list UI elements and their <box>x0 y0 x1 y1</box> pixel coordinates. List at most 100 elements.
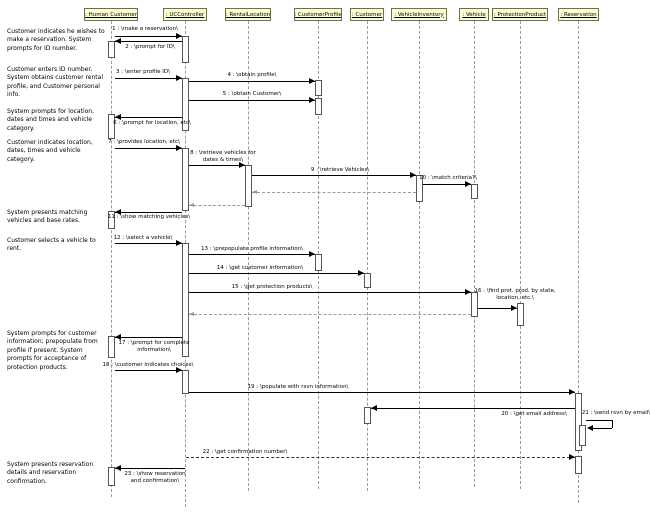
message-17-label: 17 : \prompt for complete information\ <box>118 340 190 353</box>
arrowhead-right-icon <box>176 75 182 81</box>
lifeline-label: : VehicleInventory <box>394 11 444 18</box>
message-2-line <box>115 41 182 42</box>
message-9-line <box>252 175 416 176</box>
activation <box>315 98 322 115</box>
activation <box>108 211 115 229</box>
arrowhead-right-icon <box>309 251 315 257</box>
message-1-line <box>115 36 182 37</box>
activation <box>108 467 115 486</box>
message-12-label: 12 : \select a vehicle\ <box>113 235 173 241</box>
message-15-label: 15 : \get protection products\ <box>231 284 313 290</box>
activation <box>182 148 189 211</box>
activation <box>108 41 115 58</box>
activation <box>471 292 478 317</box>
arrowhead-right-icon <box>569 454 575 460</box>
activation <box>364 273 371 288</box>
arrowhead-right-icon <box>309 78 315 84</box>
message-5-label: 5 : \obtain Customer\ <box>222 91 282 97</box>
message-15-line <box>189 292 471 293</box>
arrowhead-right-icon <box>239 162 245 168</box>
return-3-line <box>189 314 471 315</box>
activation <box>575 393 582 451</box>
arrowhead-right-icon <box>410 172 416 178</box>
lifeline-head-customer: : Customer <box>350 8 384 21</box>
arrowhead-right-icon <box>465 289 471 295</box>
lifeline-head-customerprofile: : CustomerProfile <box>294 8 342 21</box>
message-13-line <box>189 254 315 255</box>
lifeline-label: : CustomerProfile <box>294 11 342 18</box>
message-3-label: 3 : \enter profile ID\ <box>116 69 170 75</box>
message-23-label: 23 : \show reservation and confirmation\ <box>124 471 186 484</box>
message-11-label: 11 : \show matching vehicles\ <box>107 214 191 220</box>
lifeline-human-customer <box>111 21 112 497</box>
lifeline-vehicle <box>474 21 475 487</box>
return-arrowhead-icon <box>189 311 194 316</box>
arrowhead-right-icon <box>309 97 315 103</box>
message-22-line <box>186 457 575 458</box>
message-7-label: 7 : \provides location, etc\ <box>108 139 180 145</box>
message-21-line <box>586 420 612 421</box>
message-17-line <box>115 337 182 338</box>
activation <box>182 36 189 63</box>
message-19-label: 19 : \populate with rsvn information\ <box>247 384 349 390</box>
activation <box>517 303 524 326</box>
message-14-label: 14 : \get customer information\ <box>216 265 304 271</box>
lifeline-head-human-customer: : Human Customer <box>84 8 138 21</box>
lifeline-label: : Customer <box>351 11 383 18</box>
note-1: Customer indicates he wishes to make a r… <box>7 28 105 52</box>
arrowhead-right-icon <box>176 145 182 151</box>
message-8-line <box>189 165 245 166</box>
message-1-label: 1 : \make a reservation\ <box>112 26 178 32</box>
message-14-line <box>189 273 364 274</box>
lifeline-head-vehicleinventory: : VehicleInventory <box>391 8 447 21</box>
lifeline-head-reservation: : Reservation <box>558 8 599 21</box>
message-12-line <box>115 243 182 244</box>
activation <box>108 114 115 139</box>
return-1-line <box>252 192 416 193</box>
lifeline-label: : Vehicle <box>462 11 486 18</box>
note-6: Customer selects a vehicle to rent. <box>7 237 96 253</box>
lifeline-label: : Reservation <box>560 11 597 18</box>
lifeline-vehicleinventory <box>419 21 420 489</box>
message-5-line <box>189 100 315 101</box>
message-2-label: 2 : \prompt for ID\ <box>125 44 175 50</box>
message-4-label: 4 : \obtain profile\ <box>227 72 277 78</box>
activation <box>182 243 189 357</box>
message-18-line <box>115 370 182 371</box>
activation <box>416 175 423 202</box>
lifeline-head-protectionproduct: : ProtectionProduct <box>492 8 548 21</box>
message-3-line <box>115 78 182 79</box>
message-19-line <box>189 392 575 393</box>
note-3: System prompts for location, dates and t… <box>7 108 95 132</box>
return-2-line <box>189 205 245 206</box>
arrowhead-right-icon <box>176 33 182 39</box>
activation <box>108 336 115 358</box>
note-5: System presents matching vehicles and ba… <box>7 209 88 225</box>
message-21-line <box>612 420 613 428</box>
activation <box>315 80 322 96</box>
arrowhead-left-icon <box>115 38 121 44</box>
activation <box>315 254 322 271</box>
message-11-line <box>115 212 182 213</box>
arrowhead-right-icon <box>358 270 364 276</box>
arrowhead-left-icon <box>371 405 377 411</box>
arrowhead-right-icon <box>176 367 182 373</box>
lifeline-head-vehicle: : Vehicle <box>459 8 489 21</box>
message-10-line <box>423 184 471 185</box>
message-7-line <box>115 148 182 149</box>
message-23-line <box>115 468 185 469</box>
arrowhead-right-icon <box>176 240 182 246</box>
lifeline-protectionproduct <box>520 21 521 489</box>
lifeline-label: : UCController <box>165 11 205 18</box>
message-22-label: 22 : \get confirmation number\ <box>202 449 288 455</box>
message-16-line <box>478 308 517 309</box>
note-7: System prompts for customer information;… <box>7 330 98 371</box>
arrowhead-left-icon <box>115 465 121 471</box>
message-20-label: 20 : \get email address\ <box>501 411 567 417</box>
activation <box>364 407 371 424</box>
activation <box>579 425 586 446</box>
lifeline-label: : ProtectionProduct <box>493 11 547 18</box>
note-2: Customer enters ID number. System obtain… <box>7 66 103 99</box>
message-4-line <box>189 81 315 82</box>
